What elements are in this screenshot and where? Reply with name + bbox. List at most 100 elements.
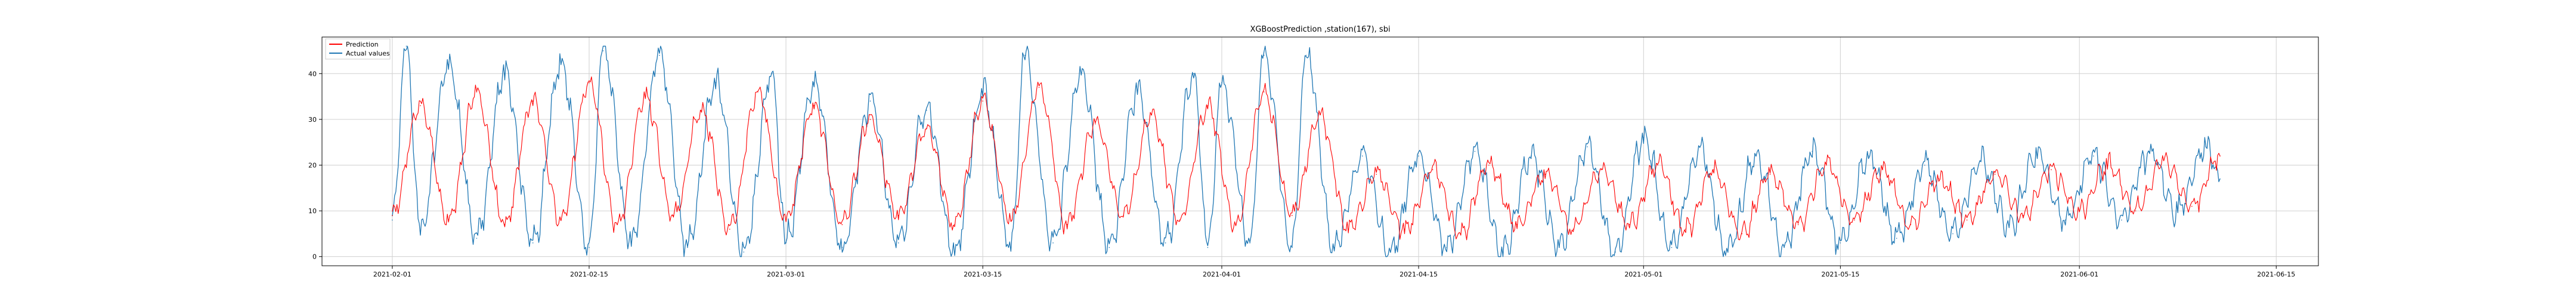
- actual-point-45: [1530, 155, 1532, 157]
- actual-point-58: [1896, 238, 1897, 239]
- actual-point-34: [1249, 242, 1250, 244]
- actual-point-49: [1643, 137, 1645, 139]
- actual-point-41: [1418, 155, 1419, 157]
- actual-point-61: [1980, 160, 1981, 161]
- prediction-point-18: [897, 214, 899, 216]
- prediction-point-11: [701, 109, 702, 111]
- prediction-point-14: [785, 219, 787, 221]
- actual-point-62: [2008, 224, 2010, 225]
- prediction-point-49: [1769, 174, 1771, 175]
- y-tick-label-1: 10: [308, 207, 317, 215]
- y-tick-label-0: 0: [312, 253, 317, 261]
- actual-point-15: [771, 73, 773, 75]
- x-tick-label-4: 2021-04-01: [1203, 271, 1241, 278]
- actual-point-7: [561, 64, 562, 65]
- x-tick-label-1: 2021-02-15: [570, 271, 608, 278]
- actual-point-14: [743, 251, 745, 253]
- prediction-point-4: [504, 224, 506, 225]
- actual-point-39: [1361, 155, 1363, 157]
- legend-label-actual: Actual values: [346, 50, 390, 57]
- actual-point-22: [954, 251, 955, 253]
- prediction-point-47: [1713, 169, 1714, 170]
- actual-point-40: [1390, 251, 1391, 253]
- actual-point-56: [1840, 242, 1841, 244]
- prediction-point-52: [1854, 219, 1855, 221]
- actual-point-29: [1137, 91, 1138, 93]
- prediction-point-59: [2051, 169, 2052, 170]
- prediction-point-34: [1348, 228, 1349, 230]
- actual-point-17: [813, 82, 815, 84]
- prediction-point-10: [673, 214, 674, 216]
- prediction-point-55: [1938, 178, 1940, 180]
- actual-point-8: [589, 247, 590, 248]
- actual-point-59: [1924, 164, 1925, 166]
- prediction-point-26: [1123, 214, 1124, 216]
- grid: [322, 37, 2318, 266]
- prediction-point-27: [1151, 114, 1152, 115]
- actual-point-36: [1292, 247, 1293, 248]
- prediction-point-24: [1066, 224, 1068, 225]
- actual-point-47: [1587, 146, 1588, 148]
- actual-point-13: [715, 82, 716, 84]
- x-tick-label-5: 2021-04-15: [1400, 271, 1438, 278]
- actual-point-69: [2205, 146, 2207, 148]
- actual-point-19: [869, 100, 871, 102]
- actual-point-21: [926, 109, 927, 111]
- prediction-point-9: [645, 96, 646, 97]
- actual-point-3: [448, 64, 449, 65]
- prediction-point-31: [1263, 91, 1265, 93]
- prediction-point-17: [869, 119, 871, 120]
- actual-point-0: [392, 219, 393, 221]
- actual-point-32: [1207, 247, 1209, 248]
- actual-point-28: [1109, 247, 1110, 248]
- prediction-point-40: [1516, 224, 1518, 225]
- prediction-point-32: [1292, 214, 1293, 216]
- actual-point-67: [2149, 150, 2150, 152]
- actual-point-12: [687, 247, 688, 248]
- actual-point-64: [2064, 219, 2066, 221]
- prediction-point-22: [1010, 219, 1012, 221]
- actual-point-65: [2093, 155, 2094, 157]
- prediction-point-46: [1685, 228, 1686, 230]
- prediction-point-25: [1095, 123, 1096, 125]
- prediction-point-50: [1797, 224, 1799, 225]
- prediction-point-8: [617, 224, 618, 225]
- actual-point-44: [1502, 251, 1504, 253]
- actual-point-11: [659, 54, 660, 56]
- prediction-point-42: [1572, 228, 1574, 230]
- actual-point-53: [1755, 155, 1757, 157]
- actual-point-1: [405, 45, 407, 47]
- actual-point-9: [602, 50, 604, 51]
- prediction-point-35: [1376, 174, 1377, 175]
- x-tick-label-9: 2021-06-15: [2257, 271, 2295, 278]
- actual-point-23: [982, 91, 983, 93]
- prediction-point-23: [1038, 87, 1040, 88]
- y-tick-label-4: 40: [308, 70, 317, 78]
- actual-point-2: [420, 233, 421, 235]
- prediction-point-41: [1544, 174, 1546, 175]
- prediction-point-13: [757, 91, 758, 93]
- actual-point-48: [1615, 251, 1616, 253]
- prediction-point-44: [1628, 224, 1630, 225]
- y-tick-label-3: 30: [308, 116, 317, 124]
- series-line-prediction: [392, 76, 2221, 241]
- actual-point-24: [1010, 247, 1012, 248]
- prediction-point-7: [589, 82, 590, 84]
- ticks: 2021-02-01 2021-02-15 2021-03-01 2021-03-15…: [308, 70, 2295, 278]
- actual-point-43: [1474, 150, 1476, 152]
- prediction-point-45: [1657, 164, 1658, 166]
- actual-point-31: [1193, 73, 1194, 75]
- prediction-point-30: [1235, 224, 1237, 225]
- actual-point-10: [630, 242, 632, 244]
- prediction-point-5: [532, 100, 534, 102]
- actual-point-18: [841, 247, 843, 248]
- prediction-point-15: [813, 105, 815, 106]
- actual-point-42: [1446, 247, 1447, 248]
- prediction-point-19: [926, 128, 927, 129]
- actual-point-33: [1221, 82, 1222, 84]
- prediction-point-57: [1994, 174, 1996, 175]
- actual-point-51: [1699, 146, 1701, 148]
- y-tick-label-2: 20: [308, 161, 317, 169]
